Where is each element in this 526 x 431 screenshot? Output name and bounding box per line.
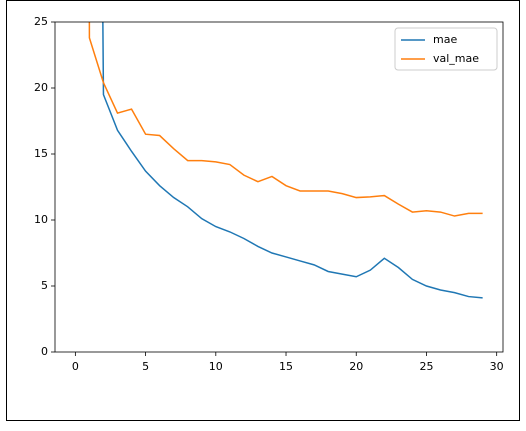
x-tick-label: 5: [142, 360, 149, 373]
y-tick-label: 5: [41, 279, 48, 292]
line-series: [102, 22, 483, 299]
plot-area: [88, 22, 483, 299]
x-tick-label: 15: [279, 360, 293, 373]
x-tick-label: 0: [72, 360, 79, 373]
x-tick-label: 20: [349, 360, 363, 373]
y-tick-label: 25: [34, 15, 48, 28]
figure-border: [6, 0, 520, 421]
x-tick-label: 25: [419, 360, 433, 373]
axes-frame: [54, 21, 504, 353]
y-tick-label: 0: [41, 345, 48, 358]
line-series: [88, 22, 483, 217]
y-tick-label: 20: [34, 81, 48, 94]
y-tick-label: 10: [34, 213, 48, 226]
legend-label: val_mae: [433, 52, 479, 65]
legend-label: mae: [433, 33, 457, 46]
y-tick-label: 15: [34, 147, 48, 160]
x-tick-label: 30: [490, 360, 504, 373]
x-tick-label: 10: [209, 360, 223, 373]
